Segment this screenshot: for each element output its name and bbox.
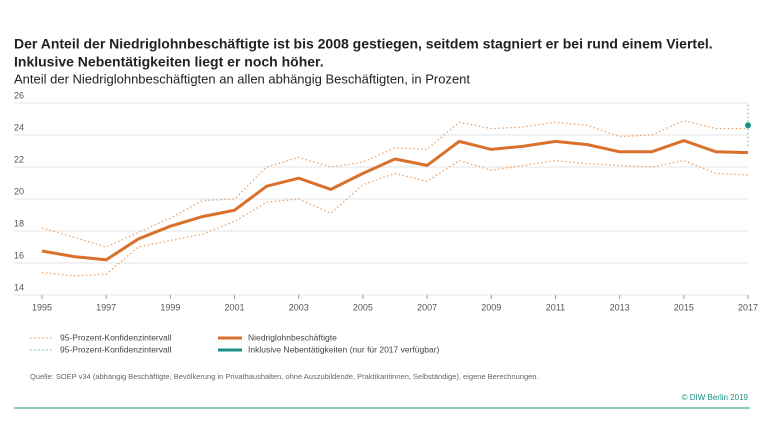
x-tick-label: 2015 <box>674 302 694 312</box>
x-tick-label: 2007 <box>417 302 437 312</box>
y-tick-label: 24 <box>14 122 24 132</box>
series-line <box>41 139 749 262</box>
y-tick-label: 16 <box>14 250 24 260</box>
y-tick-label: 18 <box>14 218 24 228</box>
credit: © DIW Berlin 2019 <box>682 393 749 402</box>
point <box>745 122 751 129</box>
legend-label: Inklusive Nebentätigkeiten (nur für 2017… <box>248 344 440 354</box>
chart-subtitle: Anteil der Niedriglohnbeschäftigten an a… <box>14 71 470 86</box>
x-tick-label: 2011 <box>546 302 565 312</box>
y-tick-label: 26 <box>14 90 24 100</box>
x-tick-label: 2003 <box>289 302 309 312</box>
legend-label: Niedriglohnbeschäftigte <box>248 332 337 342</box>
x-tick-label: 2013 <box>610 302 630 312</box>
ci-line <box>41 159 749 277</box>
chart-title: Inklusive Nebentätigkeiten liegt er noch… <box>14 54 324 70</box>
y-tick-label: 22 <box>14 154 24 164</box>
legend-label: 95-Prozent-Konfidenzintervall <box>60 344 172 354</box>
y-tick-label: 20 <box>14 186 24 196</box>
x-tick-label: 2017 <box>738 302 758 312</box>
x-tick-label: 1999 <box>160 302 180 312</box>
x-tick-label: 1997 <box>96 302 116 312</box>
x-tick-label: 2009 <box>481 302 501 312</box>
x-tick-label: 2001 <box>225 302 245 312</box>
y-tick-label: 14 <box>14 282 24 292</box>
x-tick-label: 1995 <box>32 302 52 312</box>
x-tick-label: 2005 <box>353 302 373 312</box>
ci-line <box>41 119 748 248</box>
chart-title: Der Anteil der Niedriglohnbeschäftigte i… <box>14 36 713 52</box>
source: Quelle: SOEP v34 (abhängig Beschäftigte,… <box>30 372 539 381</box>
legend-label: 95-Prozent-Konfidenzintervall <box>60 332 172 342</box>
